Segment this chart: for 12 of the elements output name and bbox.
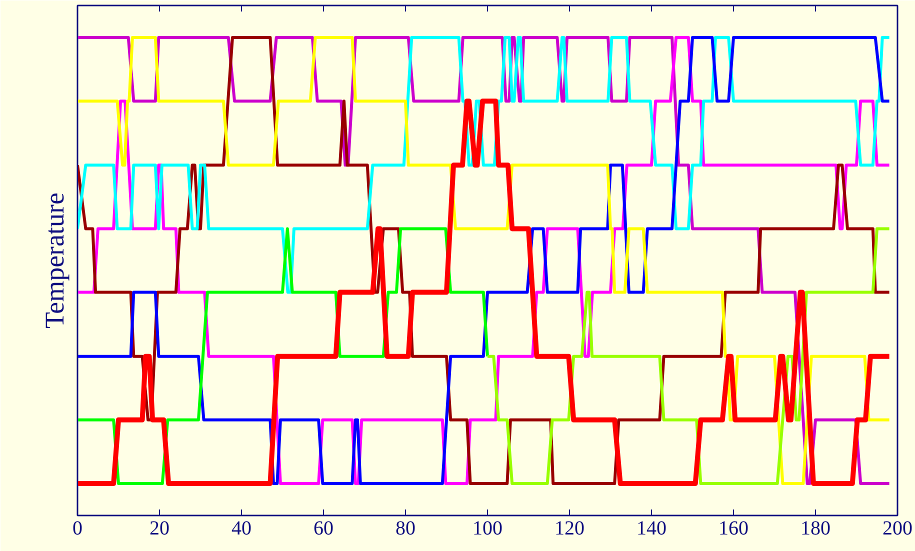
x-tick-label: 20	[150, 518, 170, 540]
x-tick-label: 120	[554, 518, 584, 540]
x-tick-label: 80	[396, 518, 416, 540]
x-tick-label: 60	[314, 518, 334, 540]
x-tick-label: 0	[72, 518, 82, 540]
x-tick-label: 180	[800, 518, 830, 540]
x-tick-label: 160	[718, 518, 748, 540]
x-tick-label: 100	[472, 518, 502, 540]
x-tick-label: 40	[232, 518, 252, 540]
x-tick-label: 200	[882, 518, 912, 540]
x-tick-label: 140	[636, 518, 666, 540]
y-axis-title: Temperature	[40, 192, 70, 329]
